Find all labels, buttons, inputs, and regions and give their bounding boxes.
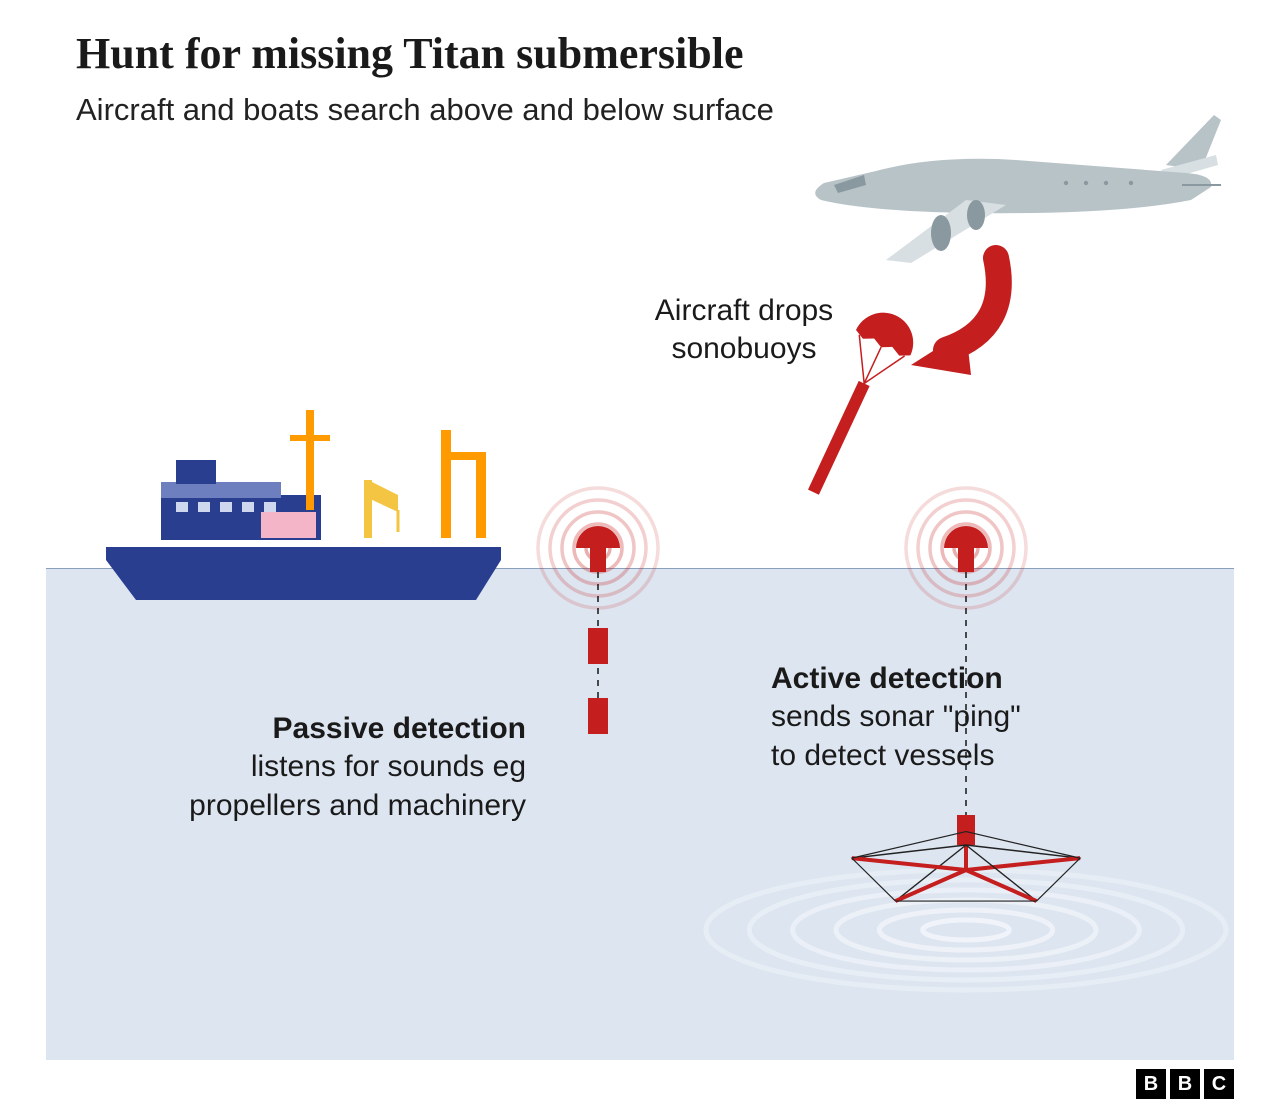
label-heading: Active detection [771,660,1021,698]
bbc-logo-b: B [1136,1069,1166,1099]
label-line: listens for sounds eg [251,750,526,783]
page-subtitle: Aircraft and boats search above and belo… [76,92,774,128]
label-line: sends sonar "ping" [771,700,1021,733]
label-aircraft-drops: Aircraft drops sonobuoys [604,292,884,369]
bbc-logo: B B C [1136,1069,1234,1099]
label-line: sonobuoys [671,332,816,365]
bbc-logo-b: B [1170,1069,1200,1099]
page-title: Hunt for missing Titan submersible [76,28,743,79]
bbc-logo-c: C [1204,1069,1234,1099]
infographic-canvas: Hunt for missing Titan submersible Aircr… [46,0,1234,1060]
label-line: propellers and machinery [189,789,526,822]
label-line: to detect vessels [771,739,994,772]
label-active-detection: Active detection sends sonar "ping" to d… [771,660,1021,775]
label-heading: Passive detection [189,710,526,748]
label-passive-detection: Passive detection listens for sounds eg … [189,710,526,825]
label-line: Aircraft drops [655,294,833,327]
